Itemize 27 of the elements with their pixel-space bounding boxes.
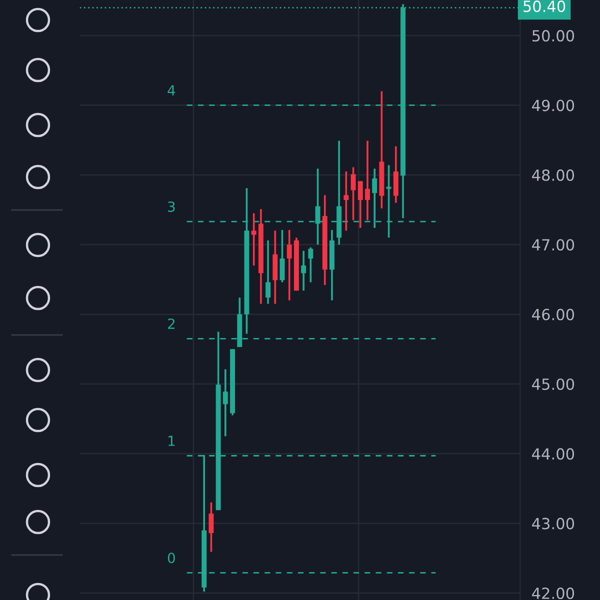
annotation: 0 — [168, 552, 175, 564]
y-tick-label: 49.00 — [532, 100, 574, 112]
candlestick — [350, 166, 356, 222]
y-tick-label: 50.00 — [532, 30, 574, 42]
y-tick-label: 48.00 — [532, 169, 574, 181]
candlestick — [301, 250, 306, 292]
candlestick — [364, 140, 370, 222]
candlestick — [208, 502, 214, 553]
y-tick-label: 43.00 — [532, 518, 574, 530]
annotation: 2 — [168, 318, 174, 329]
y-tick-label: 44.00 — [532, 448, 574, 460]
y-tick-label: 47.00 — [532, 239, 574, 251]
ref-line-label: 50.40 — [524, 0, 566, 12]
annotation: 1 — [168, 436, 175, 446]
y-tick-label: 42.00 — [532, 587, 574, 600]
candlestick — [308, 246, 314, 284]
y-tick-label: 46.00 — [532, 308, 574, 320]
candlestick — [344, 170, 349, 232]
y-tick-label: 45.00 — [532, 378, 574, 390]
candlestick — [266, 240, 271, 305]
annotation: 3 — [168, 201, 175, 212]
annotation: 4 — [168, 85, 176, 96]
candlestick — [222, 368, 228, 438]
candlestick — [358, 180, 363, 229]
candlestick — [280, 229, 285, 284]
candlestick — [286, 229, 292, 302]
candlestick — [251, 212, 256, 266]
